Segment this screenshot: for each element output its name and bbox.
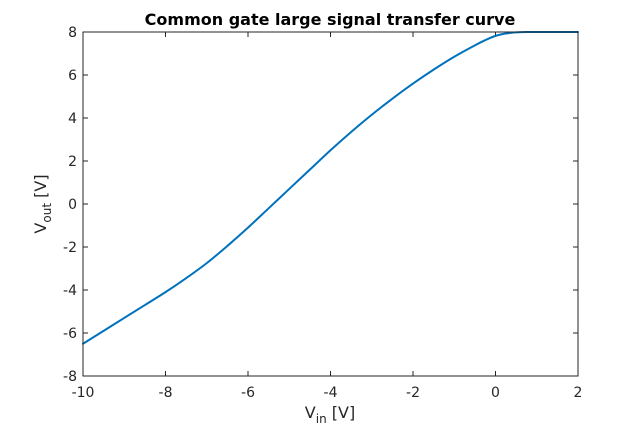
plot-area <box>83 32 578 376</box>
y-axis-label: Vout [V] <box>31 174 54 233</box>
plot-frame <box>82 31 579 377</box>
y-tick-label: 6 <box>68 68 77 84</box>
x-tick-label: -2 <box>406 385 420 401</box>
x-tick-label: -4 <box>324 385 338 401</box>
series-line-vout <box>82 30 579 345</box>
chart-title: Common gate large signal transfer curve <box>145 10 516 29</box>
x-axis-label-main: V <box>305 403 316 422</box>
x-tick-label: 0 <box>491 385 500 401</box>
x-axis-label-unit: [V] <box>327 403 356 422</box>
x-tick-label: -10 <box>72 385 95 401</box>
y-axis-label-unit: [V] <box>31 174 50 203</box>
y-axis-label-main: V <box>31 223 50 234</box>
x-axis-label-sub: in <box>316 412 327 426</box>
y-tick-label: -2 <box>63 240 77 256</box>
y-tick-label: -4 <box>63 283 77 299</box>
y-axis-label-sub: out <box>40 203 54 223</box>
y-tick-label: -8 <box>63 369 77 385</box>
x-axis-label: Vin [V] <box>305 403 355 426</box>
y-tick-label: 4 <box>68 111 77 127</box>
y-tick-label: -6 <box>63 326 77 342</box>
x-tick-label: 2 <box>574 385 583 401</box>
y-tick-label: 8 <box>68 25 77 41</box>
y-tick-label: 0 <box>68 197 77 213</box>
y-tick-label: 2 <box>68 154 77 170</box>
x-tick-label: -6 <box>241 385 255 401</box>
series-layer <box>82 30 579 345</box>
x-tick-label: -8 <box>159 385 173 401</box>
